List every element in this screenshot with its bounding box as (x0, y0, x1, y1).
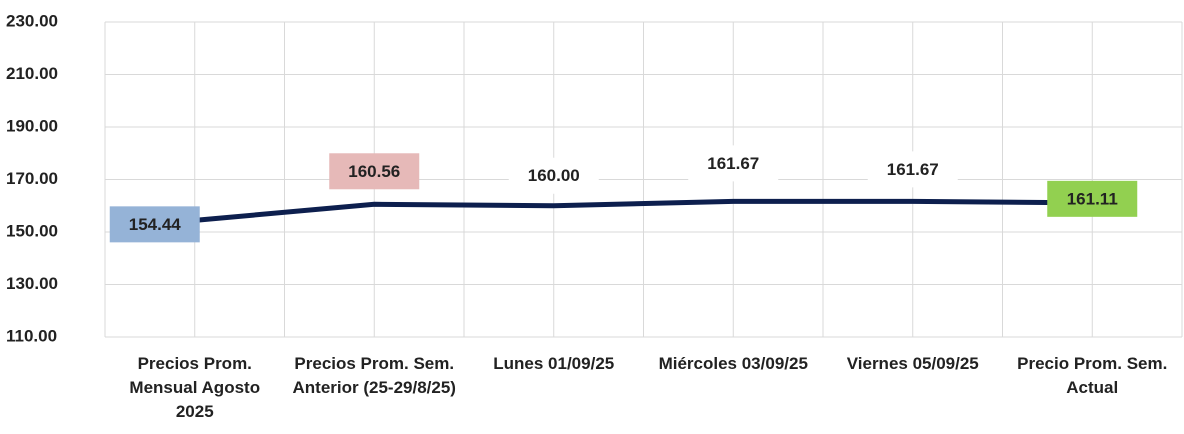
value-label: 161.67 (887, 160, 939, 179)
value-label: 161.67 (707, 154, 759, 173)
value-label-box (109, 206, 200, 243)
x-tick-label: Miércoles 03/09/25 (658, 354, 808, 373)
value-label: 160.56 (348, 162, 400, 181)
line (194, 198, 1093, 223)
value-label: 154.44 (129, 215, 182, 234)
y-tick-label: 210.00 (6, 64, 58, 83)
value-label-box (688, 145, 779, 182)
y-tick-label: 110.00 (6, 326, 57, 345)
x-tick-label: Precio Prom. Sem. Actual (1017, 354, 1168, 397)
x-tick-label: Precios Prom. Sem. Anterior (25-29/8/25) (292, 354, 456, 397)
y-tick-label: 150.00 (6, 221, 58, 240)
x-tick-label: Precios Prom. Mensual Agosto 2025 (129, 354, 261, 421)
value-label: 160.00 (528, 166, 580, 185)
value-label-box (1047, 180, 1138, 217)
value-label-box (508, 157, 599, 194)
value-label: 161.11 (1067, 189, 1118, 208)
y-tick-label: 170.00 (6, 169, 58, 188)
x-tick-label: Lunes 01/09/25 (493, 354, 615, 373)
y-tick-label: 230.00 (6, 11, 58, 30)
y-tick-label: 130.00 (6, 274, 58, 293)
y-tick-label: 190.00 (6, 116, 58, 135)
value-label-box (329, 153, 420, 190)
value-label-box (867, 151, 958, 188)
x-tick-label: Viernes 05/09/25 (846, 354, 979, 373)
